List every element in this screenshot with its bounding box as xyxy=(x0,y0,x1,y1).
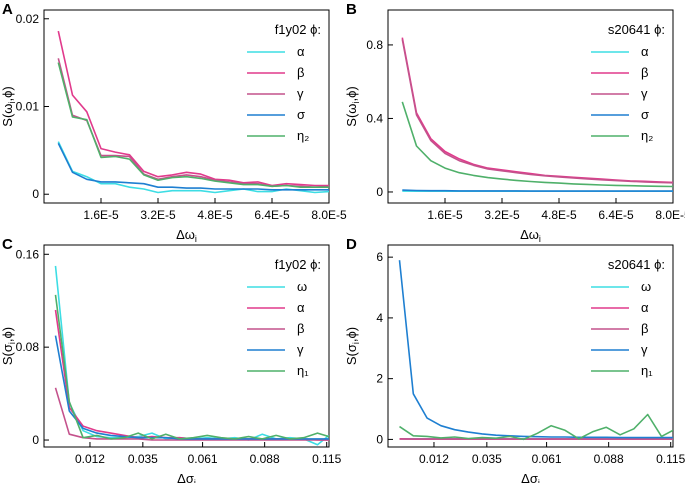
x-tick-label: 0.061 xyxy=(188,452,218,466)
y-axis-label: S(σi,ϕ) xyxy=(0,327,17,365)
y-tick-label: 0 xyxy=(376,185,383,199)
x-tick-label: 6.4E-5 xyxy=(598,208,634,222)
x-tick-label: 6.4E-5 xyxy=(254,208,290,222)
series-group xyxy=(54,265,329,446)
x-tick-label: 8.0E-5 xyxy=(311,208,347,222)
y-tick-label: 0.02 xyxy=(16,12,40,26)
legend-title: f1y02 ϕ: xyxy=(275,22,321,37)
x-tick-label: 1.6E-5 xyxy=(427,208,463,222)
x-tick-label: 0.088 xyxy=(250,452,280,466)
y-tick-label: 0.08 xyxy=(16,340,40,354)
series-line-β xyxy=(401,37,673,184)
legend-label: α xyxy=(297,300,305,315)
panel-letter: C xyxy=(2,236,13,253)
series-line-σ xyxy=(57,142,329,191)
y-tick-label: 0 xyxy=(376,432,383,446)
series-line-η₁ xyxy=(399,413,673,441)
series-line-ω xyxy=(54,265,329,446)
series-line-γ xyxy=(401,39,673,184)
x-tick-label: 3.2E-5 xyxy=(140,208,176,222)
legend-title: f1y02 ϕ: xyxy=(275,257,321,272)
x-axis-label: Δωi xyxy=(520,227,541,244)
y-tick-label: 0 xyxy=(32,433,39,447)
panel-letter: B xyxy=(346,1,357,18)
x-tick-label: 3.2E-5 xyxy=(484,208,520,222)
series-line-σ xyxy=(402,189,673,192)
legend-label: σ xyxy=(297,107,305,122)
panel-letter: D xyxy=(346,236,357,253)
legend-label: ω xyxy=(297,279,307,294)
legend-label: α xyxy=(641,300,649,315)
legend-label: γ xyxy=(641,342,648,357)
x-tick-label: 0.012 xyxy=(75,452,105,466)
x-tick-label: 0.115 xyxy=(312,452,341,466)
legend-title: s20641 ϕ: xyxy=(608,22,665,37)
x-tick-label: 0.035 xyxy=(128,452,158,466)
x-axis-label: Δωi xyxy=(176,227,197,244)
legend-label: β xyxy=(641,65,648,80)
x-tick-label: 4.8E-5 xyxy=(541,208,577,222)
series-line-β xyxy=(57,30,329,187)
x-axis-label: Δσi xyxy=(177,471,196,483)
y-tick-label: 2 xyxy=(376,372,383,386)
series-line-α xyxy=(54,309,329,441)
x-tick-label: 0.088 xyxy=(594,452,624,466)
legend-label: ω xyxy=(641,279,651,294)
y-tick-label: 0.01 xyxy=(16,100,40,114)
legend-label: η₁ xyxy=(641,363,653,378)
x-tick-label: 0.012 xyxy=(419,452,449,466)
y-axis-label: S(ωi,ϕ) xyxy=(344,86,361,126)
x-tick-label: 0.061 xyxy=(532,452,562,466)
legend-label: β xyxy=(641,321,648,336)
legend-label: α xyxy=(297,44,305,59)
y-tick-label: 0.8 xyxy=(366,38,383,52)
panel-a: A 1.6E-5 3.2E-5 4.8E-5 6.4E-5 8.0E-5 0 0.01 0.02… xyxy=(0,1,347,244)
y-tick-label: 0.4 xyxy=(366,111,383,125)
panel-c: C 0.012 0.035 0.061 0.088 0.115 0 0.08 0.16 Δσi S(… xyxy=(0,236,342,483)
plot-frame xyxy=(387,244,674,448)
series-group xyxy=(398,260,673,441)
plot-frame xyxy=(387,9,674,204)
legend-label: γ xyxy=(297,86,304,101)
x-tick-label: 8.0E-5 xyxy=(655,208,685,222)
series-line-η₂ xyxy=(401,101,673,188)
y-axis-label: S(ωi,ϕ) xyxy=(0,86,17,126)
x-axis-label: Δσi xyxy=(521,471,540,483)
panel-d: D 0.012 0.035 0.061 0.088 0.115 0 2 4 6 Δσi S(σi,ϕ)… xyxy=(344,236,685,483)
y-tick-label: 4 xyxy=(376,311,383,325)
legend-label: η₂ xyxy=(641,128,653,143)
legend-label: α xyxy=(641,44,649,59)
series-group xyxy=(57,30,329,194)
legend-label: β xyxy=(297,65,304,80)
series-line-γ xyxy=(57,58,329,188)
series-line-β xyxy=(54,387,329,441)
y-tick-label: 0.16 xyxy=(16,247,40,261)
series-group xyxy=(401,37,673,192)
y-tick-label: 0 xyxy=(32,187,39,201)
legend-label: η₂ xyxy=(297,128,309,143)
legend-title: s20641 ϕ: xyxy=(608,257,665,272)
series-line-γ xyxy=(398,260,673,439)
legend-label: η₁ xyxy=(297,363,309,378)
legend-label: γ xyxy=(297,342,304,357)
series-line-η₁ xyxy=(54,294,329,440)
x-tick-label: 0.035 xyxy=(472,452,502,466)
x-tick-label: 1.6E-5 xyxy=(83,208,119,222)
series-line-η₂ xyxy=(57,62,329,188)
legend-label: σ xyxy=(641,107,649,122)
plot-frame xyxy=(43,244,330,448)
x-tick-label: 0.115 xyxy=(656,452,685,466)
legend-label: γ xyxy=(641,86,648,101)
series-line-γ xyxy=(54,335,329,440)
x-tick-label: 4.8E-5 xyxy=(197,208,233,222)
panel-b: B 1.6E-5 3.2E-5 4.8E-5 6.4E-5 8.0E-5 0 0.4 0.8 Δω… xyxy=(344,1,685,244)
legend-label: β xyxy=(297,321,304,336)
plot-frame xyxy=(43,9,330,204)
y-axis-label: S(σi,ϕ) xyxy=(344,327,361,365)
panel-letter: A xyxy=(2,1,13,18)
y-tick-label: 6 xyxy=(376,250,383,264)
